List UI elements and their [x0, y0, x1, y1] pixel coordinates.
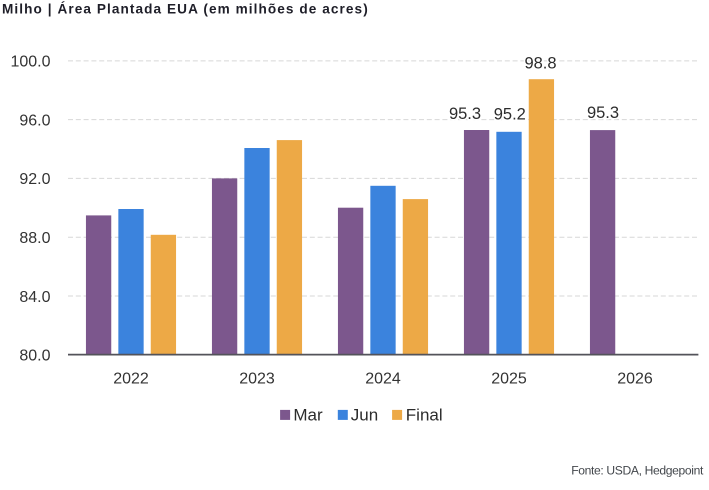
svg-text:96.0: 96.0	[19, 112, 50, 129]
svg-text:88.0: 88.0	[19, 230, 50, 247]
svg-text:2026: 2026	[617, 370, 653, 387]
svg-text:2022: 2022	[113, 370, 149, 387]
svg-text:Fonte: USDA, Hedgepoint: Fonte: USDA, Hedgepoint	[571, 464, 704, 478]
svg-text:Mar: Mar	[293, 405, 323, 424]
svg-text:92.0: 92.0	[19, 171, 50, 188]
svg-text:2023: 2023	[239, 370, 275, 387]
svg-text:2025: 2025	[491, 370, 527, 387]
svg-text:84.0: 84.0	[19, 289, 50, 306]
svg-text:Final: Final	[406, 405, 443, 424]
svg-text:80.0: 80.0	[19, 348, 50, 365]
svg-text:95.3: 95.3	[587, 104, 619, 122]
svg-text:100.0: 100.0	[10, 54, 50, 71]
svg-text:Jun: Jun	[351, 405, 378, 424]
svg-text:98.8: 98.8	[524, 54, 556, 72]
svg-text:2024: 2024	[365, 370, 401, 387]
svg-text:95.3: 95.3	[449, 105, 481, 123]
svg-text:Milho | Área Plantada EUA (em: Milho | Área Plantada EUA (em milhões de…	[2, 1, 369, 16]
svg-text:95.2: 95.2	[494, 106, 526, 124]
